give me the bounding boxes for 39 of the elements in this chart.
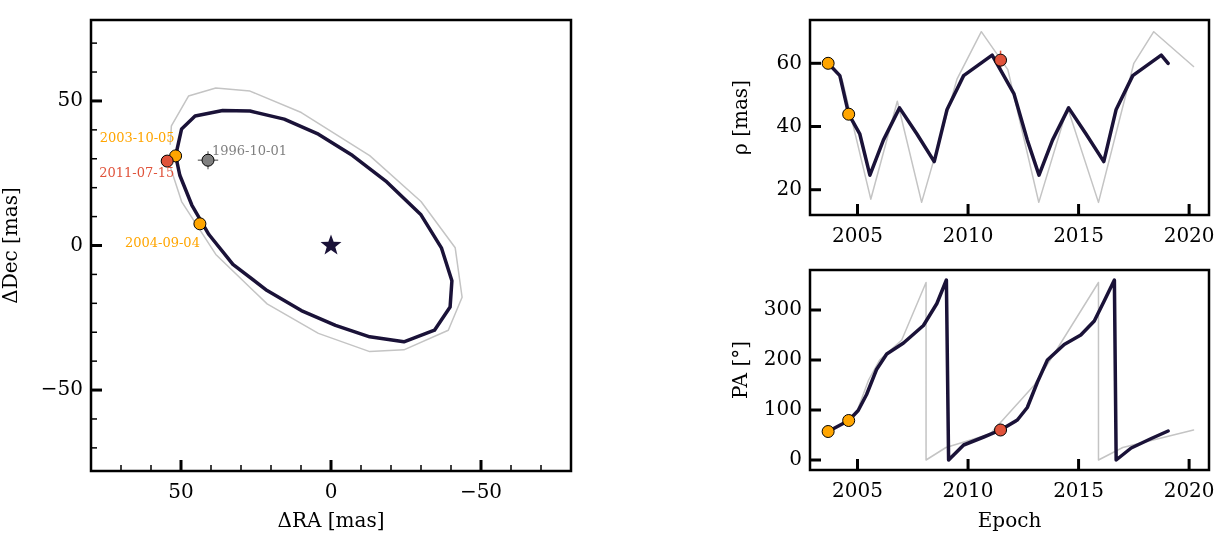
x-tick-label: 2005	[832, 223, 883, 248]
y-tick-label: 200	[763, 346, 802, 371]
x-tick-label: 2020	[1163, 223, 1215, 248]
x-tick-label: 2010	[942, 478, 994, 503]
series-label: 1996-10-01	[212, 142, 287, 158]
series-label: 2003-10-05	[99, 130, 175, 146]
point	[842, 107, 856, 121]
point	[994, 423, 1008, 437]
y-tick-label: 60	[776, 49, 802, 74]
point	[994, 53, 1008, 67]
x-tick-label: 2010	[942, 223, 994, 248]
y-tick-label: 20	[776, 175, 802, 200]
point	[193, 217, 207, 231]
y-tick-label: 300	[763, 296, 802, 321]
point	[842, 414, 856, 427]
x-tick-label: 2020	[1163, 478, 1215, 503]
y-tick-label: 100	[763, 396, 802, 421]
x-axis-title: ΔRA [mas]	[277, 508, 385, 533]
point	[201, 153, 215, 167]
y-tick-label: 50	[57, 87, 83, 112]
point	[320, 234, 342, 255]
point	[160, 154, 174, 168]
x-tick-label: 2015	[1053, 223, 1105, 248]
point	[821, 56, 835, 70]
y-tick-label: −50	[40, 376, 83, 401]
x-tick-label: −50	[459, 479, 503, 504]
x-tick-label: 50	[168, 479, 194, 504]
x-axis-title: Epoch	[977, 508, 1042, 533]
x-tick-label: 2005	[832, 478, 883, 503]
series-label: 2004-09-04	[124, 235, 200, 251]
point	[821, 425, 835, 438]
y-tick-label: 0	[789, 446, 802, 471]
y-axis-title: ρ [mas]	[728, 80, 753, 155]
series-label: 2011-07-15	[99, 165, 175, 181]
y-tick-label: 40	[776, 112, 802, 137]
x-tick-label: 2015	[1053, 478, 1105, 503]
x-tick-label: 0	[324, 479, 338, 504]
y-axis-title: PA [°]	[728, 340, 753, 400]
y-axis-title: ΔDec [mas]	[0, 187, 23, 304]
